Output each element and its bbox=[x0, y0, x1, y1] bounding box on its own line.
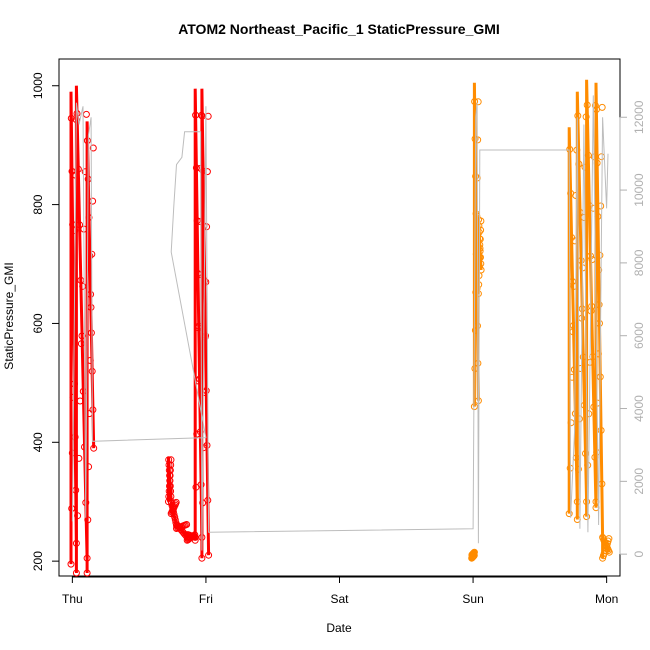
data-point bbox=[183, 521, 191, 528]
point-band bbox=[470, 551, 476, 559]
data-point bbox=[204, 112, 212, 120]
point-band bbox=[185, 532, 196, 541]
y2-tick-label: 6000 bbox=[632, 322, 646, 349]
x-tick-label: Sun bbox=[462, 592, 483, 606]
y2-tick-label: 2000 bbox=[632, 468, 646, 495]
data-point bbox=[598, 103, 606, 111]
x-tick-label: Sat bbox=[330, 592, 349, 606]
point-band bbox=[69, 91, 78, 565]
y2-axis: 0 2000 4000 6000 8000 10000 12000 bbox=[619, 100, 646, 557]
point-band bbox=[193, 88, 204, 541]
series-1 bbox=[468, 79, 613, 562]
x-axis-label: Date bbox=[326, 621, 352, 635]
y-tick-label: 1000 bbox=[31, 72, 45, 99]
x-tick-label: Mon bbox=[595, 592, 618, 606]
point-band bbox=[476, 216, 483, 294]
altitude-line bbox=[71, 95, 609, 551]
data-point bbox=[172, 498, 180, 506]
plot-area bbox=[58, 58, 621, 577]
chart-title: ATOM2 Northeast_Pacific_1 StaticPressure… bbox=[178, 21, 500, 37]
data-point bbox=[89, 144, 97, 152]
data-point bbox=[470, 548, 478, 556]
data-point bbox=[82, 110, 90, 118]
y-axis-label: StaticPressure_GMI bbox=[2, 262, 16, 369]
point-band bbox=[175, 520, 189, 539]
y2-tick-label: 10000 bbox=[632, 173, 646, 207]
data-point bbox=[598, 153, 605, 161]
data-point bbox=[605, 535, 613, 543]
data-point bbox=[89, 197, 97, 205]
y2-tick-label: 12000 bbox=[632, 100, 646, 134]
y-tick-label: 400 bbox=[31, 432, 45, 452]
y-tick-label: 200 bbox=[31, 551, 45, 571]
series-0 bbox=[67, 85, 213, 577]
point-band bbox=[169, 501, 178, 526]
y2-tick-label: 8000 bbox=[632, 249, 646, 276]
x-tick-label: Thu bbox=[62, 592, 83, 606]
y2-tick-label: 0 bbox=[632, 550, 646, 557]
y-axis: 200 400 600 800 1000 bbox=[31, 72, 60, 571]
point-band bbox=[601, 536, 611, 559]
point-band bbox=[575, 91, 589, 520]
x-tick-label: Fri bbox=[199, 592, 213, 606]
y-tick-label: 600 bbox=[31, 313, 45, 333]
point-band bbox=[167, 457, 173, 502]
point-band bbox=[74, 85, 89, 573]
series-layer bbox=[67, 79, 613, 577]
y-tick-label: 800 bbox=[31, 194, 45, 214]
y2-tick-label: 4000 bbox=[632, 395, 646, 422]
series-2 bbox=[71, 95, 609, 551]
x-axis: Thu Fri Sat Sun Mon bbox=[62, 576, 618, 606]
